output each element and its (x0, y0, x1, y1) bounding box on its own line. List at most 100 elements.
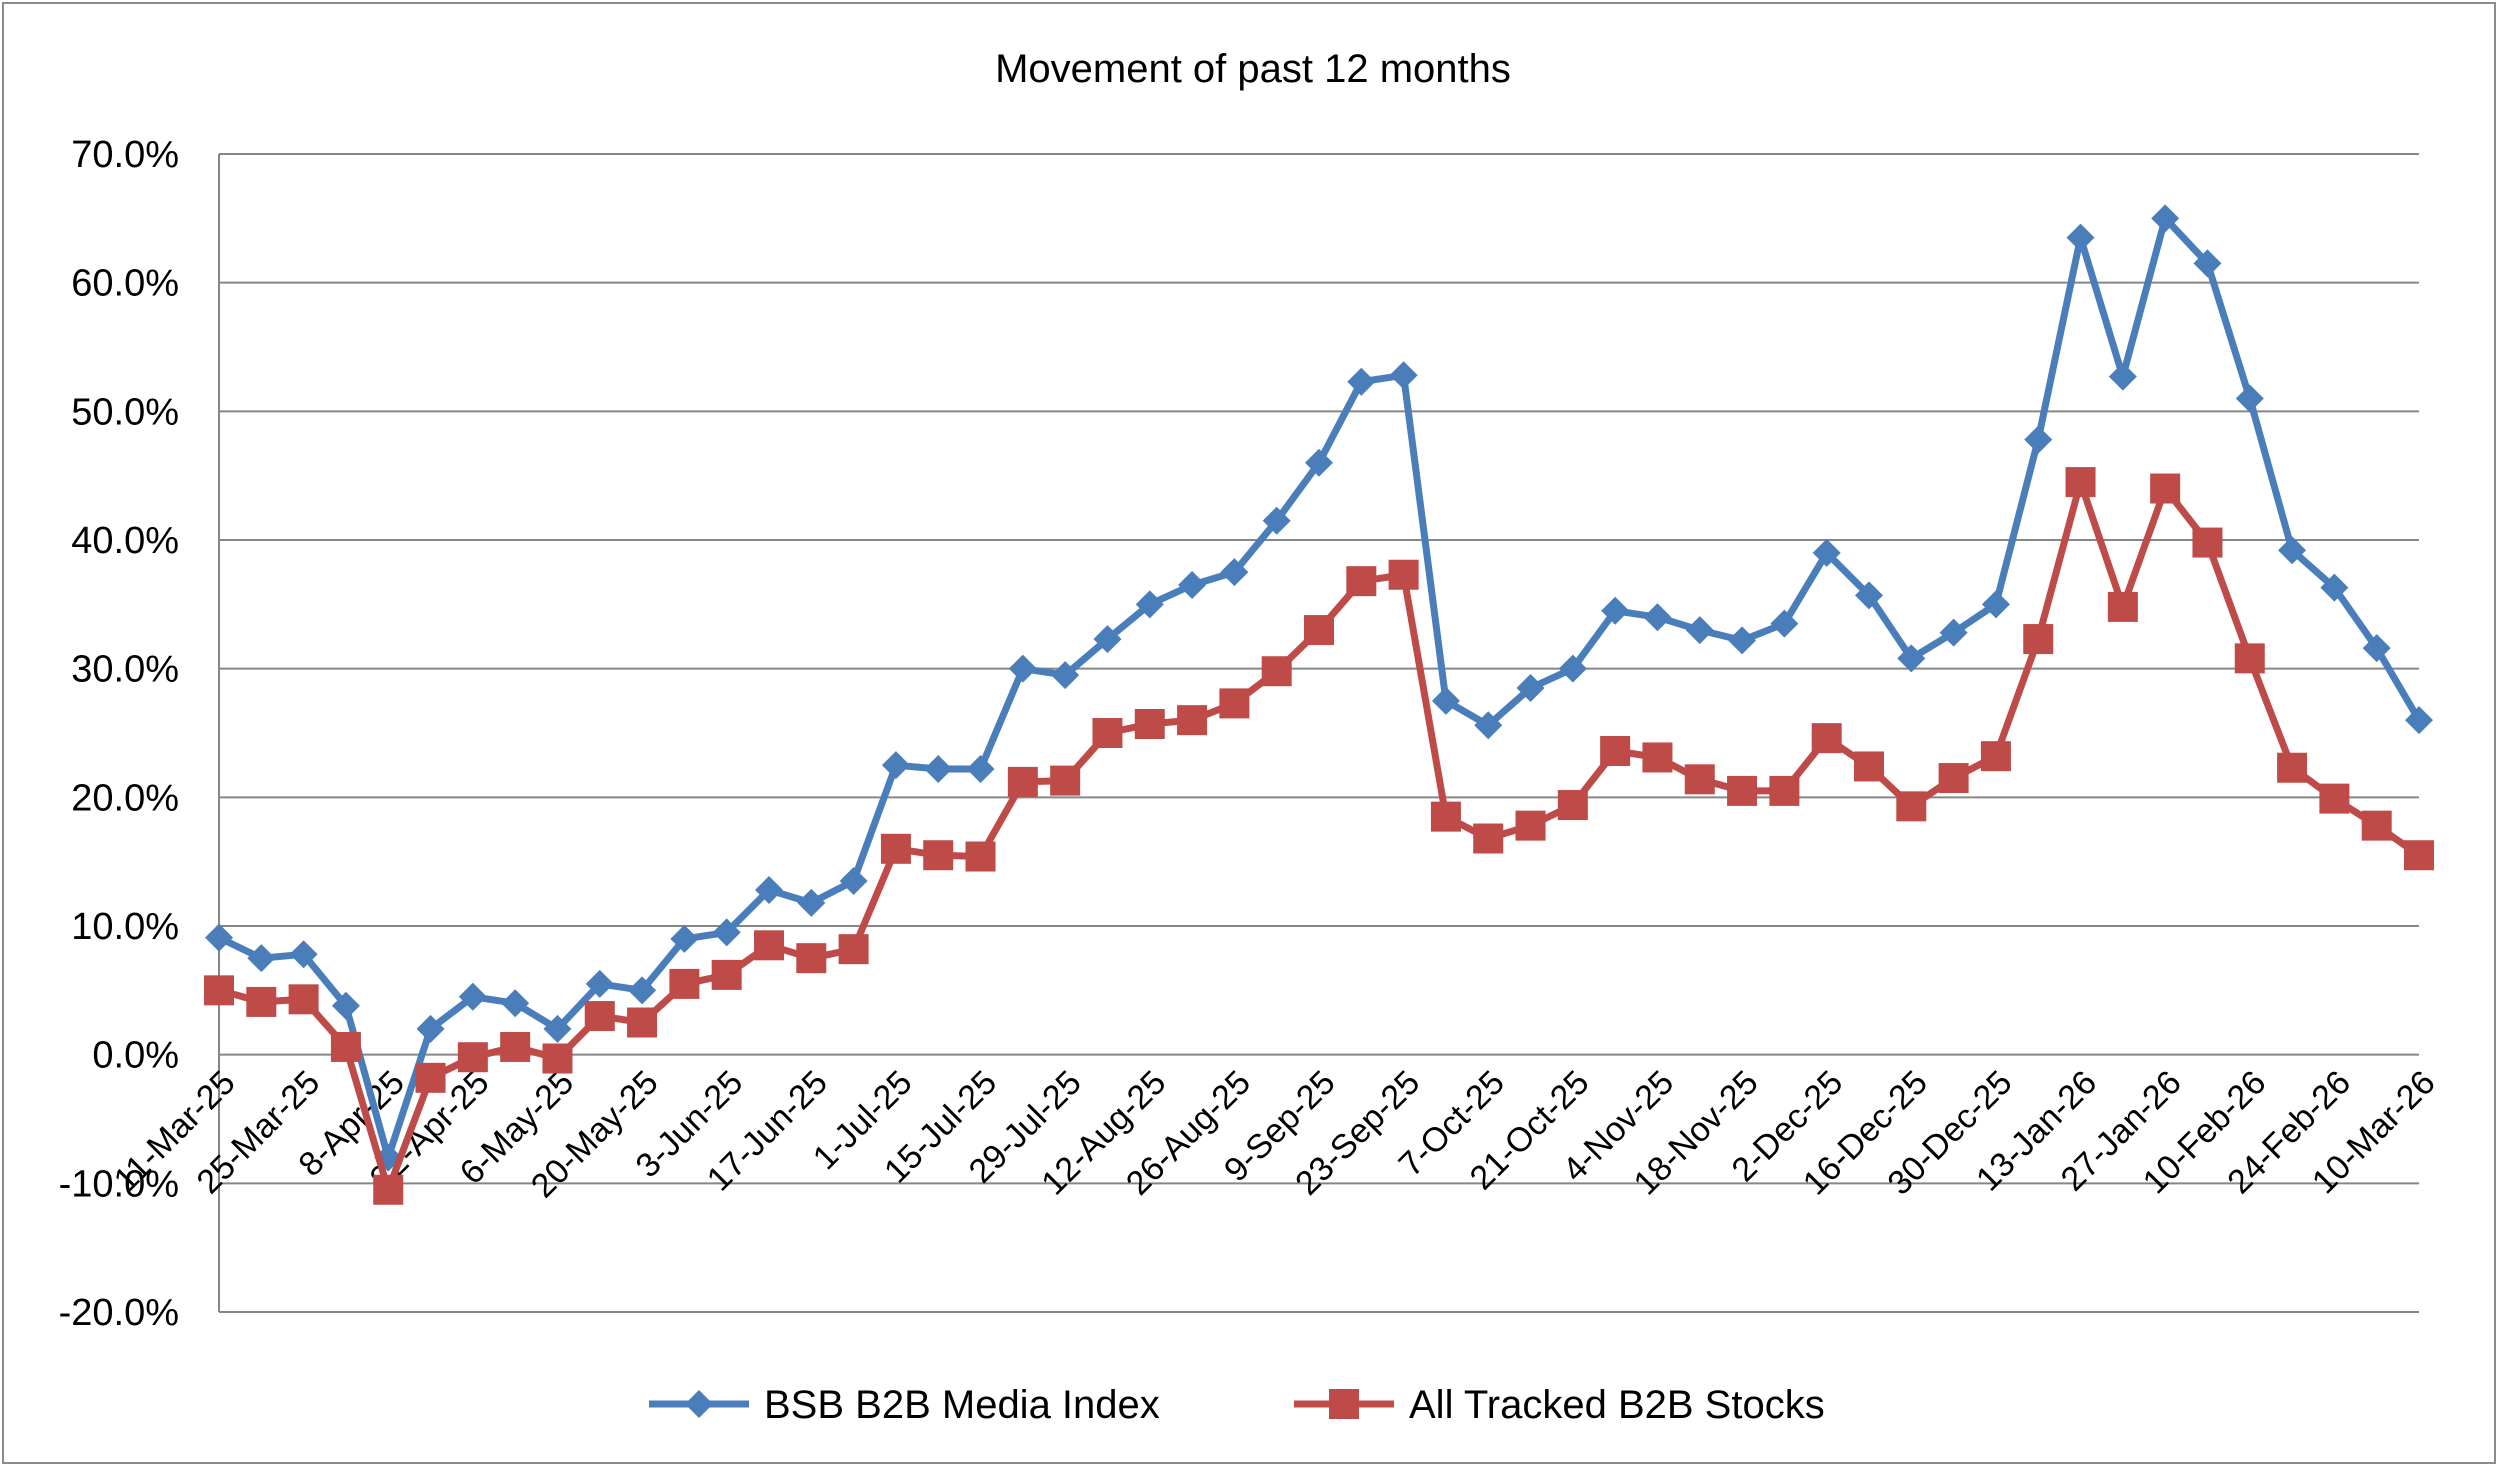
data-point (1134, 708, 1165, 739)
y-axis-tick-labels: 70.0% 60.0% 50.0% 40.0% 30.0% 20.0% 10.0% 0.0% -… (59, 134, 179, 1334)
y-tick-label: 60.0% (71, 263, 179, 305)
data-point (1643, 603, 1672, 632)
data-point (965, 841, 996, 872)
data-point (1854, 751, 1884, 782)
data-point (1557, 790, 1588, 821)
legend-label: All Tracked B2B Stocks (1409, 1383, 1825, 1427)
data-point (1938, 763, 1969, 794)
chart-title: Movement of past 12 months (995, 47, 1511, 91)
data-point (839, 866, 868, 895)
data-point (2023, 624, 2054, 655)
data-point (204, 975, 234, 1006)
data-point (2361, 810, 2392, 841)
data-point (797, 888, 826, 917)
data-point (2150, 473, 2181, 504)
data-point (1897, 644, 1926, 673)
data-point (205, 923, 233, 952)
data-point (1346, 566, 1377, 597)
data-point (1050, 765, 1081, 796)
data-point (1305, 448, 1333, 477)
data-point (1219, 688, 1250, 719)
data-point (584, 1001, 615, 1032)
data-point (1008, 654, 1037, 683)
data-point (2319, 783, 2350, 814)
data-point (2107, 591, 2138, 622)
data-point (1431, 686, 1460, 715)
y-tick-label: 70.0% (71, 134, 179, 176)
data-point (2066, 223, 2095, 252)
data-point (1262, 506, 1291, 535)
series-2 (204, 467, 2434, 1205)
data-point (246, 986, 277, 1017)
data-point (2278, 536, 2307, 565)
data-point (1727, 775, 1758, 806)
data-point (331, 991, 360, 1020)
series-1 (205, 204, 2433, 1172)
data-point (1684, 764, 1715, 795)
data-point (1601, 596, 1630, 625)
y-tick-label: 40.0% (71, 520, 179, 562)
data-point (796, 943, 827, 974)
data-point (288, 984, 319, 1015)
data-point (289, 940, 318, 969)
legend-entry: BSB B2B Media Index (649, 1383, 1160, 1427)
data-point (543, 1014, 572, 1043)
data-point (330, 1031, 361, 1062)
data-point (1558, 654, 1587, 683)
data-point (2405, 706, 2433, 735)
data-point (2024, 425, 2053, 454)
y-tick-label: 0.0% (92, 1035, 179, 1077)
gridlines (218, 153, 2419, 1313)
data-point (2320, 573, 2349, 602)
data-point (1516, 673, 1545, 702)
series-line (217, 214, 2423, 1162)
data-point (1980, 741, 2011, 772)
y-tick-label: -20.0% (59, 1292, 179, 1334)
data-point (881, 751, 910, 780)
data-point (1515, 810, 1546, 841)
y-tick-label: -10.0% (59, 1163, 179, 1205)
series-lines (204, 204, 2434, 1205)
data-point (1007, 766, 1038, 797)
data-point (1178, 571, 1207, 600)
data-point (1051, 661, 1080, 690)
data-point (1939, 618, 1968, 647)
data-point (247, 944, 276, 973)
data-point (1220, 558, 1249, 587)
data-point (924, 755, 953, 784)
legend-marker (1329, 1389, 1359, 1419)
data-point (2192, 527, 2223, 558)
data-point (1685, 616, 1714, 645)
data-point (712, 918, 741, 947)
data-point (585, 969, 614, 998)
legend-label: BSB B2B Media Index (764, 1383, 1160, 1427)
data-point (711, 959, 742, 990)
data-point (754, 930, 784, 961)
data-point (669, 968, 700, 999)
data-point (500, 1031, 531, 1062)
data-point (1093, 625, 1122, 654)
data-point (627, 1007, 658, 1038)
data-point (1770, 609, 1799, 638)
data-point (542, 1043, 573, 1074)
legend: BSB B2B Media Index All Tracked B2B Stock… (649, 1383, 1825, 1427)
data-point (1347, 367, 1376, 396)
data-point (1430, 801, 1461, 832)
data-point (1812, 538, 1841, 567)
data-point (1389, 361, 1418, 390)
data-point (755, 875, 783, 904)
data-point (2108, 362, 2137, 391)
data-point (1388, 559, 1419, 590)
y-tick-label: 30.0% (71, 649, 179, 691)
data-point (1261, 656, 1292, 687)
data-point (966, 755, 995, 784)
data-point (2065, 467, 2096, 498)
data-point (1473, 823, 1504, 854)
line-chart: Movement of past 12 months 70.0% 60.0% 50.… (59, 47, 2443, 1427)
data-point (415, 1062, 446, 1093)
data-point (1896, 791, 1927, 822)
data-point (1811, 723, 1842, 754)
y-tick-label: 50.0% (71, 391, 179, 433)
data-point (1728, 626, 1757, 655)
